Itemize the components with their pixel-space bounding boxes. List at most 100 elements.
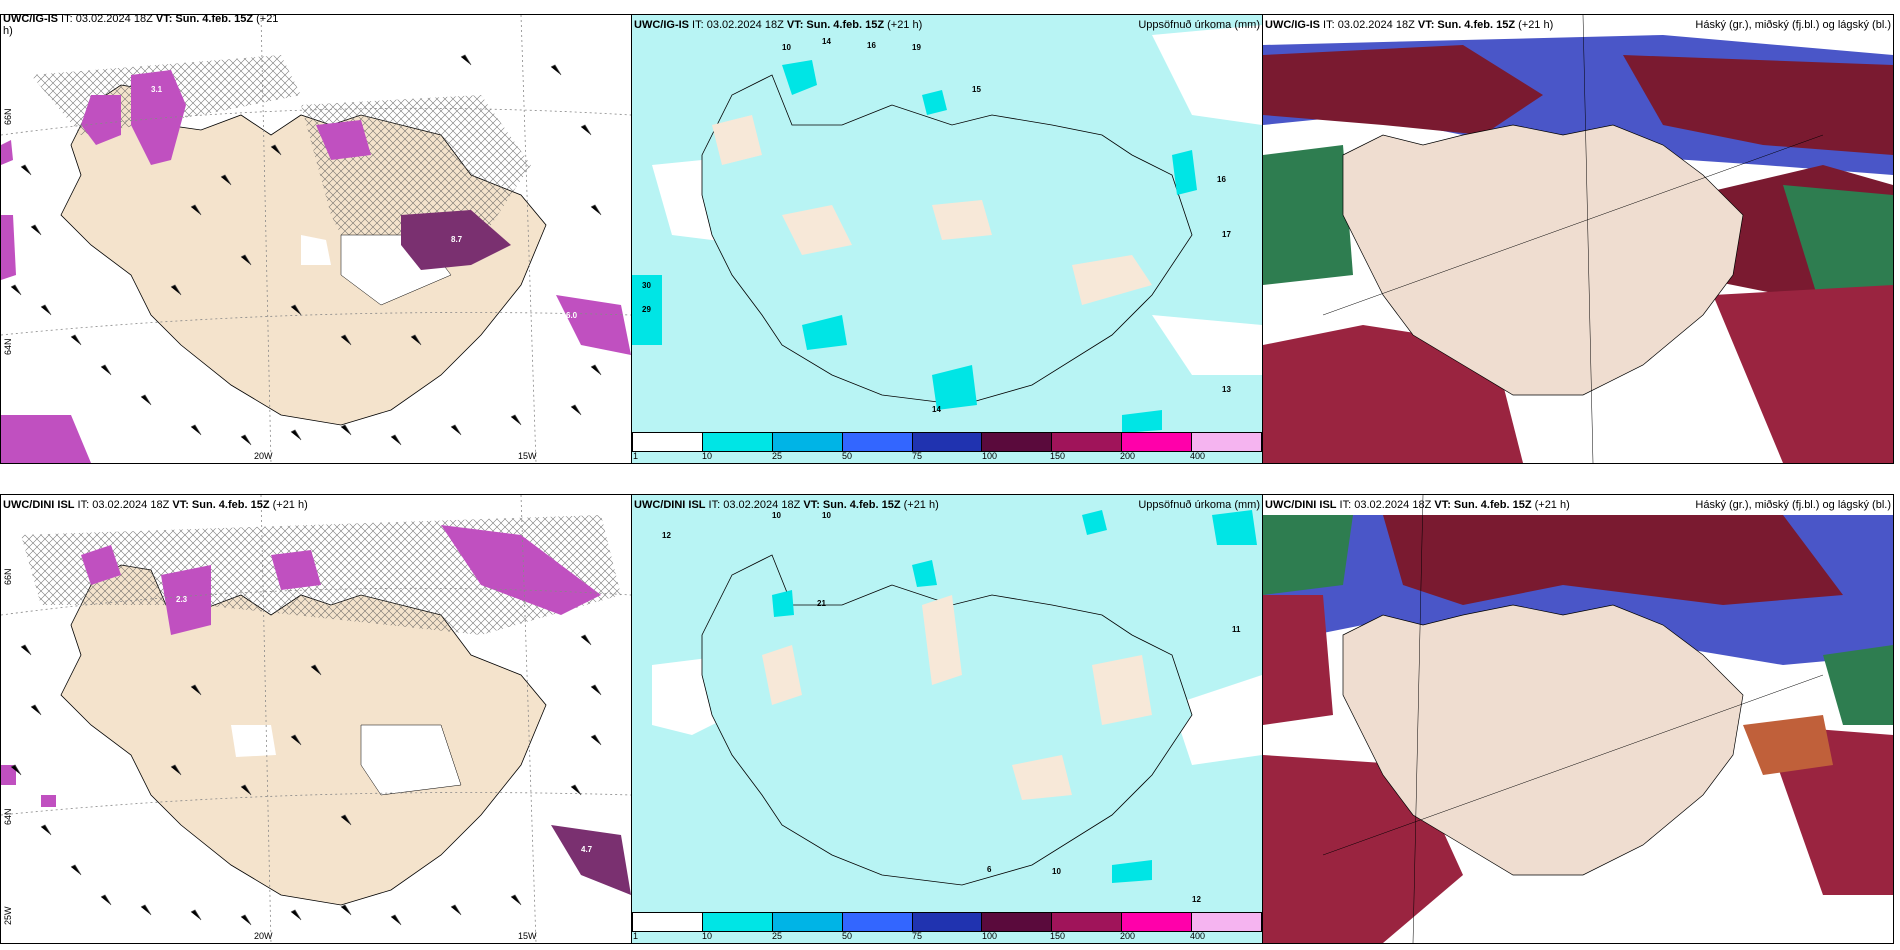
clouds-map-top-svg (1263, 15, 1893, 463)
colorbar-swatch (842, 433, 913, 451)
panel-right-title: Háský (gr.), miðský (fj.bl.) og lágský (… (1695, 499, 1891, 511)
init-time: IT: 03.02.2024 18Z (74, 499, 173, 511)
colorbar-swatch (1192, 913, 1262, 931)
precip-value: 14 (822, 37, 831, 46)
colorbar-swatch (1052, 913, 1123, 931)
valid-time: VT: Sun. 4.feb. 15Z (1434, 499, 1532, 511)
colorbar-label: 400 (1190, 931, 1206, 941)
precip-map-bottom-svg (632, 495, 1262, 943)
colorbar-label: 10 (702, 931, 713, 941)
lon-label-15w: 15W (518, 451, 537, 461)
colorbar-label: 150 (1050, 931, 1066, 941)
panel-title: UWC/IG-IS IT: 03.02.2024 18Z VT: Sun. 4.… (634, 19, 922, 31)
precip-map-top: UWC/IG-IS IT: 03.02.2024 18Z VT: Sun. 4.… (631, 14, 1263, 464)
precip-value: 16 (867, 41, 876, 50)
precip-value: 10 (822, 511, 831, 520)
precip-value: 12 (662, 531, 671, 540)
panel-title: UWC/DINI ISL IT: 03.02.2024 18Z VT: Sun.… (1265, 499, 1570, 511)
wind-snow-map-top: UWC/IG-IS IT: 03.02.2024 18Z VT: Sun. 4.… (0, 14, 632, 464)
lead-time: (+21 h) (1531, 499, 1570, 511)
colorbar-swatch (982, 433, 1053, 451)
precip-value: 14 (932, 405, 941, 414)
colorbar-swatch (1192, 433, 1262, 451)
valid-time: VT: Sun. 4.feb. 15Z (172, 499, 270, 511)
precip-value: 6 (987, 865, 992, 874)
colorbar-swatch (912, 913, 983, 931)
init-time: IT: 03.02.2024 18Z (705, 499, 804, 511)
model-name: UWC/DINI ISL (1265, 499, 1337, 511)
valid-time: VT: Sun. 4.feb. 15Z (1417, 19, 1516, 31)
model-name: UWC/DINI ISL (3, 499, 75, 511)
snow-value: 2.3 (176, 595, 188, 604)
snow-value: 8.7 (451, 235, 463, 244)
colorbar-label: 10 (702, 451, 713, 461)
precip-value: 15 (972, 85, 981, 94)
lat-label-64n: 64N (3, 808, 13, 825)
model-name: UWC/IG-IS (1265, 19, 1320, 31)
model-name: UWC/DINI ISL (634, 499, 706, 511)
precip-map-bottom: UWC/DINI ISL IT: 03.02.2024 18Z VT: Sun.… (631, 494, 1263, 944)
colorbar-label: 25 (772, 931, 783, 941)
precip-map-top-svg (632, 15, 1262, 463)
lon-label-20w: 20W (254, 931, 273, 941)
panel-title: UWC/IG-IS IT: 03.02.2024 18Z VT: Sun. 4.… (1265, 19, 1553, 31)
wind-snow-map-bottom-svg (1, 495, 631, 943)
colorbar-swatch (912, 433, 983, 451)
colorbar-label: 150 (1050, 451, 1066, 461)
colorbar-swatch (982, 913, 1053, 931)
model-name: UWC/IG-IS (3, 14, 58, 25)
colorbar-label: 1 (633, 931, 639, 941)
lon-label-20w: 20W (254, 451, 273, 461)
lead-time: (+21 h) (900, 499, 939, 511)
panel-right-title: Háský (gr.), miðský (fj.bl.) og lágský (… (1695, 19, 1891, 31)
colorbar-swatch (772, 913, 843, 931)
panel-right-title: Uppsöfnuð úrkoma (mm) (1138, 499, 1260, 511)
colorbar-label: 200 (1120, 451, 1136, 461)
colorbar-swatch (772, 433, 843, 451)
precip-value: 19 (912, 43, 921, 52)
precip-value: 30 (642, 281, 651, 290)
panel-right-title: Uppsöfnuð úrkoma (mm) (1138, 19, 1260, 31)
colorbar-label: 25 (772, 451, 783, 461)
clouds-map-bottom-svg (1263, 495, 1893, 943)
colorbar-label: 100 (982, 931, 998, 941)
colorbar-swatch (1052, 433, 1123, 451)
colorbar-label: 100 (982, 451, 998, 461)
snow-value: 3.1 (151, 85, 163, 94)
lead-time: (+21 h) (884, 19, 923, 31)
colorbar-label: 50 (842, 451, 853, 461)
precip-value: 10 (782, 43, 791, 52)
init-time: IT: 03.02.2024 18Z (689, 19, 787, 31)
lead-time: (+21 h) (1515, 19, 1554, 31)
colorbar-label: 400 (1190, 451, 1206, 461)
wind-barbs (10, 634, 602, 926)
colorbar-swatch (633, 913, 703, 931)
lon-label-15w: 15W (518, 931, 537, 941)
colorbar-swatch (702, 913, 773, 931)
precip-value: 21 (817, 599, 826, 608)
colorbar-label: 75 (912, 451, 923, 461)
init-time: IT: 03.02.2024 18Z (58, 14, 156, 25)
init-time: IT: 03.02.2024 18Z (1336, 499, 1435, 511)
clouds-map-bottom: UWC/DINI ISL IT: 03.02.2024 18Z VT: Sun.… (1262, 494, 1894, 944)
wind-snow-map-top-svg (1, 15, 631, 463)
precip-value: 12 (1192, 895, 1201, 904)
precip-colorbar (632, 912, 1262, 932)
clouds-map-top: UWC/IG-IS IT: 03.02.2024 18Z VT: Sun. 4.… (1262, 14, 1894, 464)
lead-time: (+21 h) (269, 499, 308, 511)
colorbar-label: 200 (1120, 931, 1136, 941)
colorbar-label: 1 (633, 451, 639, 461)
colorbar-label: 50 (842, 931, 853, 941)
snow-value: 6.0 (566, 311, 578, 320)
lat-label-25w: 25W (3, 906, 13, 925)
valid-time: VT: Sun. 4.feb. 15Z (155, 14, 254, 25)
precip-value: 13 (1222, 385, 1231, 394)
precip-value: 11 (1232, 625, 1241, 634)
valid-time: VT: Sun. 4.feb. 15Z (803, 499, 901, 511)
lead-time-wrap: h) (3, 25, 13, 37)
colorbar-swatch (1122, 433, 1193, 451)
panel-title: UWC/IG-IS IT: 03.02.2024 18Z VT: Sun. 4.… (3, 14, 278, 25)
colorbar-swatch (1122, 913, 1193, 931)
precip-colorbar (632, 432, 1262, 452)
precip-value: 29 (642, 305, 651, 314)
